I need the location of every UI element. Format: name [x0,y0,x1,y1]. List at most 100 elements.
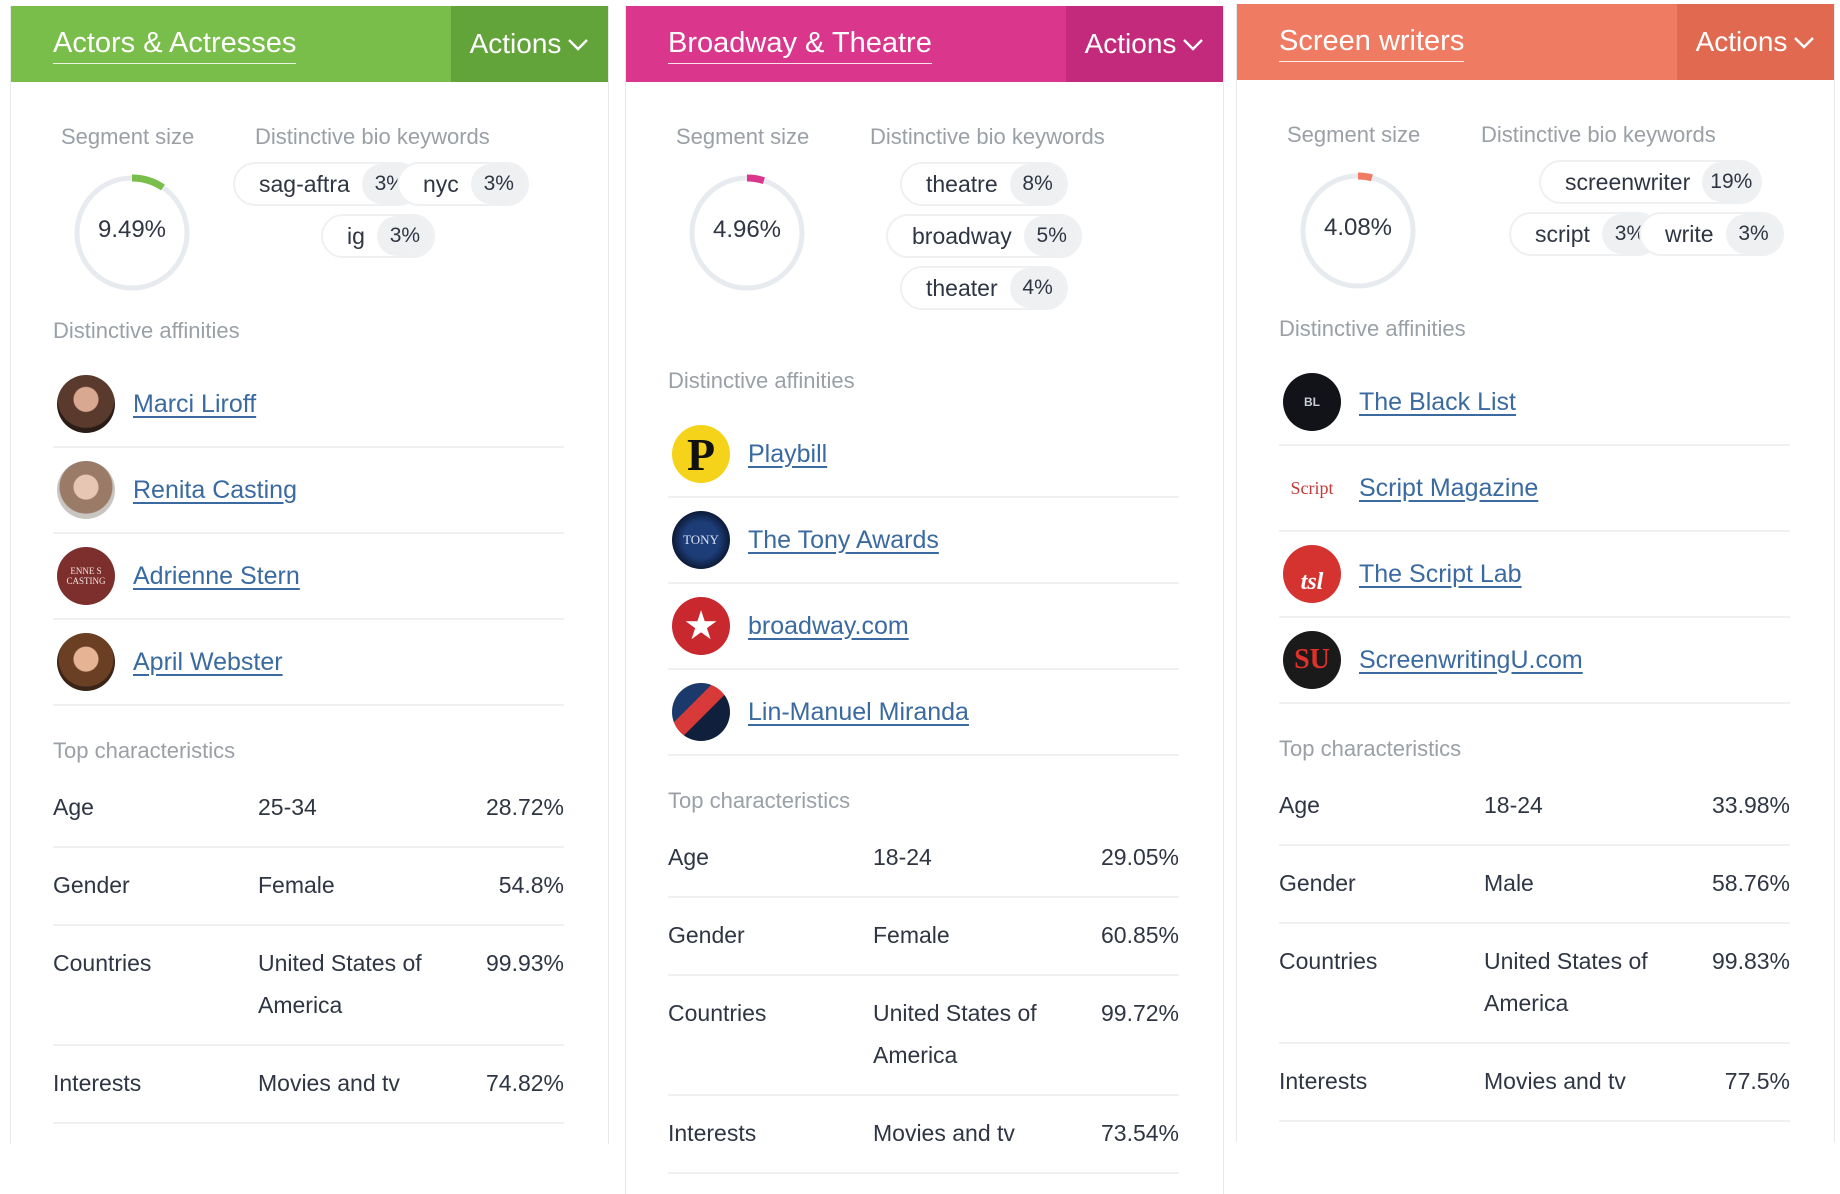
affinity-item: P Playbill [668,412,1179,498]
char-value: 18-24 [873,820,1073,898]
affinity-link[interactable]: April Webster [133,647,283,676]
characteristics-table: Age 18-24 29.05% Gender Female 60.85% Countr… [668,820,1179,1174]
donut-arc [1299,172,1417,290]
affinity-item: BL The Black List [1279,360,1790,446]
affinities-list: Marci Liroff Renita Casting ENNE S CASTI… [53,362,564,706]
affinity-item: April Webster [53,620,564,706]
affinity-link[interactable]: ScreenwritingU.com [1359,645,1583,674]
bio-keywords: Distinctive bio keywords screenwriter 19%… [1429,80,1790,280]
char-pct: 28.72% [458,770,564,848]
affinity-item: Lin-Manuel Miranda [668,670,1179,756]
logo-lettering: ENNE S CASTING [66,566,106,586]
person-avatar-icon [672,683,730,741]
affinity-item: Marci Liroff [53,362,564,448]
char-key: Countries [668,975,873,1096]
keyword-chip[interactable]: theater 4% [900,266,1068,310]
segment-size-label: Segment size [676,124,810,149]
char-value: Female [873,897,1073,976]
affinities-label: Distinctive affinities [53,318,240,343]
actions-dropdown-button[interactable]: Actions [1066,6,1223,82]
table-row: Gender Female 54.8% [53,847,564,926]
char-pct: 29.05% [1073,820,1179,898]
keyword-text: sag-aftra [259,170,350,197]
keyword-chip[interactable]: sag-aftra 3% [233,162,420,206]
black-list-logo-icon: BL [1283,373,1341,431]
keyword-pct: 3% [1725,214,1782,254]
panel-title-bar: Actors & Actresses [11,6,451,82]
segment-donut: 9.49% [71,172,193,294]
affinity-item: TONY The Tony Awards [668,498,1179,584]
char-key: Interests [53,1045,258,1124]
panel-title[interactable]: Screen writers [1279,23,1465,62]
char-value: United States of America [873,975,1073,1096]
affinity-link[interactable]: broadway.com [748,611,909,640]
logo-lettering: TONY [683,532,719,547]
affinity-link[interactable]: Adrienne Stern [133,561,300,590]
keyword-pct: 3% [470,164,527,204]
actions-dropdown-button[interactable]: Actions [1677,4,1834,80]
affinities-list: BL The Black List Script Script Magazine… [1279,360,1790,704]
segment-size: Segment size 4.96% [668,82,818,342]
char-pct: 73.54% [1073,1095,1179,1174]
segment-size-value: 4.96% [712,216,782,243]
affinity-item: Script Script Magazine [1279,446,1790,532]
panel-header: Broadway & Theatre Actions [626,6,1223,82]
keyword-chip[interactable]: broadway 5% [886,214,1082,258]
affinity-item: tsl The Script Lab [1279,532,1790,618]
keyword-chip[interactable]: theatre 8% [900,162,1068,206]
segment-size-value: 9.49% [97,216,167,243]
actions-dropdown-button[interactable]: Actions [451,6,608,82]
affinities-list: P Playbill TONY The Tony Awards ★ broadw… [668,412,1179,756]
keyword-text: theater [926,274,998,301]
panel-title[interactable]: Broadway & Theatre [668,25,932,64]
char-key: Gender [53,847,258,926]
keyword-pct: 4% [1009,268,1066,308]
table-row: Age 18-24 29.05% [668,820,1179,898]
segment-size-value: 4.08% [1323,214,1393,241]
chevron-down-icon [1183,39,1204,51]
bio-keywords-label: Distinctive bio keywords [255,124,490,149]
keyword-chip[interactable]: ig 3% [321,214,435,258]
affinity-link[interactable]: The Script Lab [1359,559,1522,588]
char-value: 25-34 [258,770,458,848]
affinity-link[interactable]: Lin-Manuel Miranda [748,697,969,726]
donut-arc [688,174,806,292]
char-pct: 58.76% [1684,845,1790,924]
actions-label: Actions [1695,26,1788,57]
table-row: Countries United States of America 99.72% [668,975,1179,1096]
segment-donut: 4.08% [1297,170,1419,292]
donut-chart [688,174,806,292]
logo-lettering: BL [1304,395,1320,409]
panel-header: Actors & Actresses Actions [11,6,608,82]
bio-keywords-label: Distinctive bio keywords [1481,122,1716,147]
chevron-down-icon [568,39,589,51]
logo-lettering: tsl [1300,568,1324,595]
affinity-link[interactable]: Script Magazine [1359,473,1539,502]
table-row: Interests Movies and tv 73.54% [668,1095,1179,1174]
char-key: Age [668,820,873,898]
logo-lettering: P [686,428,716,480]
keyword-text: nyc [423,170,459,197]
segment-panel-screenwriters: Screen writers Actions Segment size 4.08… [1236,4,1835,1142]
char-key: Countries [53,925,258,1046]
affinities-label: Distinctive affinities [1279,316,1466,341]
keyword-chip[interactable]: screenwriter 19% [1539,160,1763,204]
segment-size: Segment size 4.08% [1279,80,1429,290]
script-lab-logo-icon: tsl [1283,545,1341,603]
table-row: Gender Female 60.85% [668,897,1179,976]
affinity-link[interactable]: The Black List [1359,387,1517,416]
panel-title[interactable]: Actors & Actresses [53,25,297,64]
bio-keywords: Distinctive bio keywords sag-aftra 3% nyc… [203,82,564,282]
char-pct: 99.72% [1073,975,1179,1096]
keyword-chip[interactable]: nyc 3% [397,162,529,206]
affinity-link[interactable]: Renita Casting [133,475,297,504]
char-pct: 33.98% [1684,768,1790,846]
keyword-chip[interactable]: write 3% [1639,212,1784,256]
keyword-text: theatre [926,170,998,197]
affinity-link[interactable]: Playbill [748,439,828,468]
actions-label: Actions [1084,28,1177,59]
keyword-text: script [1535,220,1590,247]
affinity-link[interactable]: Marci Liroff [133,389,257,418]
affinity-link[interactable]: The Tony Awards [748,525,939,554]
keyword-chip[interactable]: script 3% [1509,212,1660,256]
